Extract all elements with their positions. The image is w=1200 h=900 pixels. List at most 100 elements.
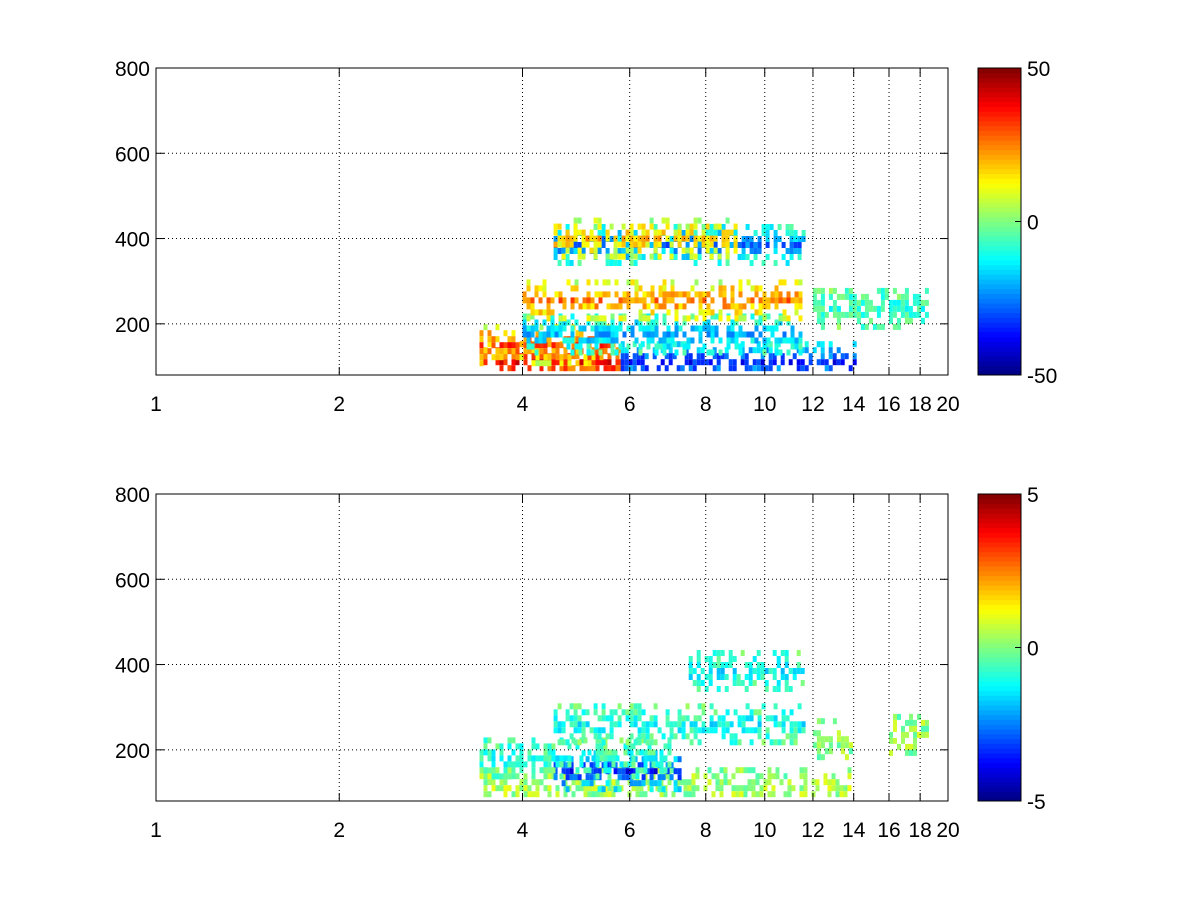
heatmap-cell [625, 235, 630, 242]
heatmap-cell [704, 359, 709, 366]
heatmap-cell [762, 303, 767, 310]
heatmap-cell [547, 791, 552, 798]
heatmap-cell [916, 305, 921, 312]
heatmap-cell [621, 248, 626, 254]
heatmap-cell [774, 319, 779, 326]
heatmap-cell [723, 767, 728, 774]
heatmap-cell [726, 315, 731, 322]
heatmap-cell [726, 325, 731, 332]
heatmap-cell [603, 342, 608, 349]
heatmap-cell [570, 337, 575, 344]
heatmap-cell [661, 248, 666, 254]
heatmap-cell [605, 235, 610, 242]
heatmap-cell [800, 347, 805, 354]
heatmap-cell [748, 662, 753, 668]
heatmap-cell [503, 342, 508, 349]
colorbar-swatch [978, 551, 1021, 557]
heatmap-cell [698, 303, 703, 310]
heatmap-cell [716, 365, 721, 372]
heatmap-cell [681, 721, 686, 728]
heatmap-cell [657, 786, 662, 793]
heatmap-cell [551, 743, 556, 750]
heatmap-cell [913, 731, 917, 738]
heatmap-cell [621, 709, 626, 716]
heatmap-cell [852, 305, 857, 312]
colorbar-swatch [978, 565, 1021, 572]
heatmap-cell [797, 703, 802, 710]
heatmap-cell [595, 791, 600, 798]
heatmap-cell [706, 325, 711, 332]
heatmap-cell [705, 727, 710, 734]
heatmap-cell [637, 733, 642, 740]
heatmap-cell [776, 662, 781, 668]
colorbar-swatch [978, 312, 1021, 318]
heatmap-cell [754, 319, 759, 326]
top-heatmap-cells [479, 217, 929, 372]
heatmap-cell [637, 780, 642, 787]
heatmap-cell [681, 727, 686, 734]
heatmap-cell [626, 291, 631, 298]
heatmap-cell [750, 285, 755, 292]
heatmap-cell [542, 291, 547, 298]
heatmap-cell [796, 650, 801, 656]
heatmap-cell [483, 353, 488, 360]
heatmap-cell [575, 779, 580, 786]
heatmap-cell [607, 767, 612, 774]
heatmap-cell [718, 337, 723, 344]
heatmap-cell [507, 342, 512, 349]
heatmap-cell [483, 773, 488, 780]
heatmap-cell [745, 224, 750, 230]
heatmap-cell [912, 311, 917, 318]
heatmap-cell [747, 779, 752, 786]
heatmap-cell [523, 359, 528, 366]
colorbar-swatch [978, 135, 1021, 141]
heatmap-cell [710, 285, 715, 292]
heatmap-cell [542, 319, 547, 326]
heatmap-cell [599, 359, 604, 366]
heatmap-cell [820, 736, 825, 743]
heatmap-cell [565, 709, 570, 716]
heatmap-cell [717, 715, 722, 722]
heatmap-cell [705, 223, 710, 230]
heatmap-cell [606, 279, 611, 286]
heatmap-cell [499, 743, 504, 750]
x-tick-label: 8 [700, 393, 712, 416]
heatmap-cell [868, 317, 873, 324]
heatmap-cell [673, 786, 678, 793]
heatmap-cell [574, 285, 579, 292]
heatmap-cell [591, 365, 596, 372]
heatmap-cell [643, 737, 648, 744]
heatmap-cell [827, 785, 832, 792]
heatmap-cell [688, 353, 693, 360]
heatmap-cell [706, 349, 711, 356]
heatmap-cell [603, 791, 608, 798]
heatmap-cell [565, 739, 570, 746]
heatmap-cell [653, 703, 658, 710]
heatmap-cell [777, 224, 782, 230]
colorbar-swatch [978, 207, 1021, 213]
heatmap-cell [551, 347, 556, 354]
colorbar-swatch [978, 250, 1021, 256]
heatmap-cell [662, 349, 667, 356]
heatmap-cell [696, 347, 701, 354]
heatmap-cell [816, 305, 821, 312]
heatmap-cell [732, 656, 737, 662]
heatmap-cell [539, 365, 544, 372]
heatmap-cell [611, 791, 616, 798]
heatmap-cell [589, 229, 594, 236]
heatmap-cell [709, 230, 714, 236]
heatmap-cell [693, 235, 698, 242]
heatmap-cell [864, 323, 869, 330]
heatmap-cell [602, 325, 607, 332]
heatmap-cell [820, 299, 825, 306]
heatmap-cell [702, 309, 707, 316]
heatmap-cell [820, 353, 825, 360]
heatmap-cell [668, 341, 673, 348]
heatmap-cell [668, 359, 673, 366]
heatmap-cell [607, 755, 612, 762]
heatmap-cell [526, 343, 531, 350]
heatmap-cell [633, 235, 638, 242]
heatmap-cell [781, 709, 786, 716]
heatmap-cell [832, 718, 837, 725]
heatmap-cell [720, 662, 725, 668]
